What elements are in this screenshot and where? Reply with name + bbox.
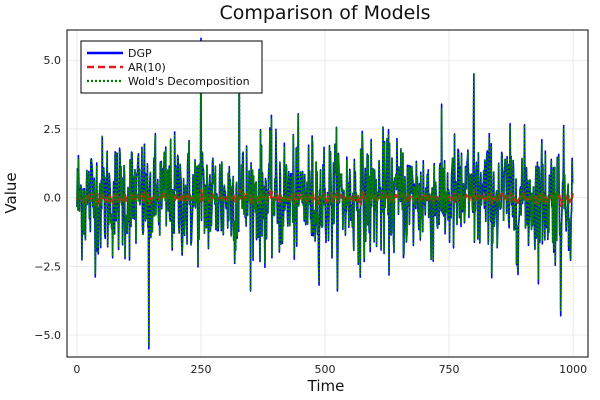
- y-tick-label: 5.0: [44, 54, 62, 67]
- x-axis-ticks: 0 250 500 750 1000: [73, 363, 587, 376]
- x-tick-label: 1000: [559, 363, 587, 376]
- legend-label-dgp: DGP: [128, 47, 152, 60]
- x-tick-label: 0: [73, 363, 80, 376]
- x-tick-label: 250: [190, 363, 211, 376]
- x-axis-title: Time: [307, 377, 345, 395]
- x-tick-label: 750: [439, 363, 460, 376]
- y-tick-label: −2.5: [34, 260, 61, 273]
- plot-frame: [66, 29, 589, 358]
- legend: DGP AR(10) Wold's Decomposition: [80, 40, 263, 94]
- y-tick-label: 0.0: [44, 192, 62, 205]
- legend-label-ar10: AR(10): [128, 61, 166, 74]
- chart-title: Comparison of Models: [219, 2, 430, 24]
- x-tick-label: 500: [315, 363, 336, 376]
- series-line-wold: [76, 40, 574, 346]
- y-axis-title: Value: [2, 172, 20, 213]
- series-layer: [75, 37, 574, 350]
- y-tick-label: −5.0: [34, 329, 61, 342]
- y-axis-ticks: −5.0 −2.5 0.0 2.5 5.0: [34, 54, 61, 342]
- y-tick-label: 2.5: [44, 123, 62, 136]
- legend-label-wold: Wold's Decomposition: [128, 75, 250, 88]
